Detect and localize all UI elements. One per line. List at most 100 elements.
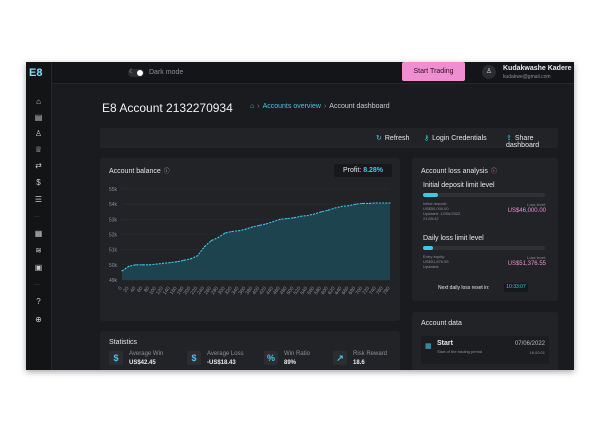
balance-point (196, 255, 199, 257)
swap-icon[interactable]: ⇄ (35, 161, 42, 170)
balance-point (293, 217, 295, 219)
y-tick-label: 54k (109, 202, 118, 208)
balance-point (389, 202, 391, 204)
calculator-icon[interactable]: ▣ (34, 263, 43, 272)
dollar-icon[interactable]: $ (36, 178, 41, 187)
x-tick-label: 460 (272, 286, 282, 296)
page-title: E8 Account 2132270934 (102, 101, 233, 115)
x-tick-label: 220 (190, 286, 200, 296)
share-dashboard-button[interactable]: ⇪ Share dashboard (506, 135, 540, 149)
x-tick-label: 500 (286, 286, 296, 296)
balance-point (286, 217, 288, 220)
x-tick-label: 600 (320, 286, 330, 296)
daily-loss-level-value: US$51,376.55 (507, 261, 546, 267)
y-tick-label: 53k (109, 217, 118, 223)
share-icon: ⇪ (506, 135, 512, 142)
balance-point (313, 213, 316, 215)
app-window: E8 ⌂ ▤ ♙ ♕ ⇄ $ ☰ ··· ▦ ≋ ▣ ··· ? ⊕ ☾ Dar… (26, 62, 574, 370)
sidebar: E8 ⌂ ▤ ♙ ♕ ⇄ $ ☰ ··· ▦ ≋ ▣ ··· ? ⊕ (26, 62, 52, 370)
balance-point (327, 209, 329, 211)
x-tick-label: 40 (129, 286, 137, 294)
user-name[interactable]: Kudakwashe Kadere (503, 65, 572, 72)
x-tick-label: 380 (245, 286, 255, 296)
balance-point (169, 261, 171, 264)
x-tick-label: 660 (341, 286, 351, 296)
balance-point (355, 203, 357, 205)
x-tick-label: 180 (176, 286, 186, 296)
login-credentials-button[interactable]: ⚷ Login Credentials (424, 135, 487, 142)
rss-icon[interactable]: ≋ (35, 246, 42, 255)
document-icon[interactable]: ▤ (34, 113, 43, 122)
initial-loss-level-value: US$46,000.00 (507, 208, 546, 214)
home-icon[interactable]: ⌂ (250, 103, 255, 110)
globe-icon[interactable]: ⊕ (35, 315, 42, 324)
sidebar-divider-dots: ··· (34, 282, 40, 288)
x-tick-label: 700 (354, 286, 364, 296)
refresh-button[interactable]: ↻ Refresh (376, 135, 410, 142)
start-date: 07/06/2022 (514, 341, 545, 347)
account-balance-title: Account balance ⓘ (109, 168, 170, 175)
x-tick-label: 540 (299, 286, 309, 296)
x-tick-label: 680 (348, 286, 358, 296)
user-avatar-icon[interactable]: ♙ (482, 65, 496, 79)
balance-point (190, 258, 192, 260)
start-trading-button[interactable]: Start Trading (402, 62, 465, 81)
x-tick-label: 20 (122, 286, 130, 294)
x-tick-label: 580 (313, 286, 323, 296)
x-tick-label: 300 (217, 286, 227, 296)
balance-point (251, 226, 254, 228)
x-tick-label: 780 (382, 286, 392, 296)
daily-loss-limit-title: Daily loss limit level (423, 235, 484, 242)
logo[interactable]: E8 (29, 67, 43, 79)
dark-mode-label: Dark mode (149, 69, 184, 76)
y-tick-label: 50k (109, 263, 118, 269)
balance-point (176, 261, 178, 263)
calendar-icon[interactable]: ▦ (34, 229, 43, 238)
x-tick-label: 80 (143, 286, 151, 294)
balance-point (265, 223, 267, 225)
y-tick-label: 51k (109, 248, 118, 254)
breadcrumb-accounts-overview[interactable]: Accounts overview (262, 103, 321, 110)
breadcrumb-current: Account dashboard (329, 103, 390, 110)
x-tick-label: 260 (203, 286, 213, 296)
chevron-right-icon: › (323, 103, 327, 110)
profit-label: Profit: (342, 167, 362, 174)
x-tick-label: 760 (375, 286, 385, 296)
x-tick-label: 140 (162, 286, 172, 296)
list-icon[interactable]: ☰ (34, 195, 43, 204)
balance-point (148, 264, 151, 266)
x-tick-label: 0 (117, 286, 124, 292)
x-tick-label: 340 (231, 286, 241, 296)
dark-mode-toggle[interactable] (128, 69, 144, 77)
home-icon[interactable]: ⌂ (36, 97, 41, 106)
y-tick-label: 55k (109, 187, 118, 193)
x-tick-label: 640 (334, 286, 344, 296)
user-icon[interactable]: ♙ (34, 129, 43, 138)
daily-loss-progress (423, 246, 545, 250)
trophy-icon[interactable]: ♕ (34, 145, 43, 154)
info-icon[interactable]: ⓘ (163, 169, 170, 175)
balance-point (128, 265, 130, 267)
calendar-icon: ▦ (425, 343, 432, 350)
chevron-right-icon: › (257, 103, 260, 110)
balance-point (245, 228, 247, 230)
x-tick-label: 320 (224, 286, 234, 296)
refresh-icon: ↻ (376, 135, 382, 142)
statistics-title: Statistics (109, 339, 138, 346)
moon-icon: ☾ (129, 69, 135, 75)
help-icon[interactable]: ? (36, 297, 41, 306)
sidebar-divider-dots: ··· (34, 214, 40, 220)
x-tick-label: 360 (238, 286, 248, 296)
x-tick-label: 60 (136, 286, 144, 294)
info-icon[interactable]: ⓘ (490, 169, 497, 175)
balance-point (382, 202, 384, 204)
trend-up-icon: ↗ (333, 351, 347, 365)
balance-point (142, 264, 144, 266)
x-tick-label: 120 (155, 286, 165, 296)
statistics-card: Statistics $ Average Win US$42.45 $ Aver… (100, 331, 400, 370)
balance-point (334, 207, 336, 209)
initial-deposit-details: Initial deposit: US$50,000.00 Updated: 1… (423, 201, 461, 221)
y-tick-label: 52k (109, 233, 118, 239)
account-data-card: Account data ▦ Start Start of the tradin… (412, 312, 558, 370)
balance-point (135, 264, 137, 266)
